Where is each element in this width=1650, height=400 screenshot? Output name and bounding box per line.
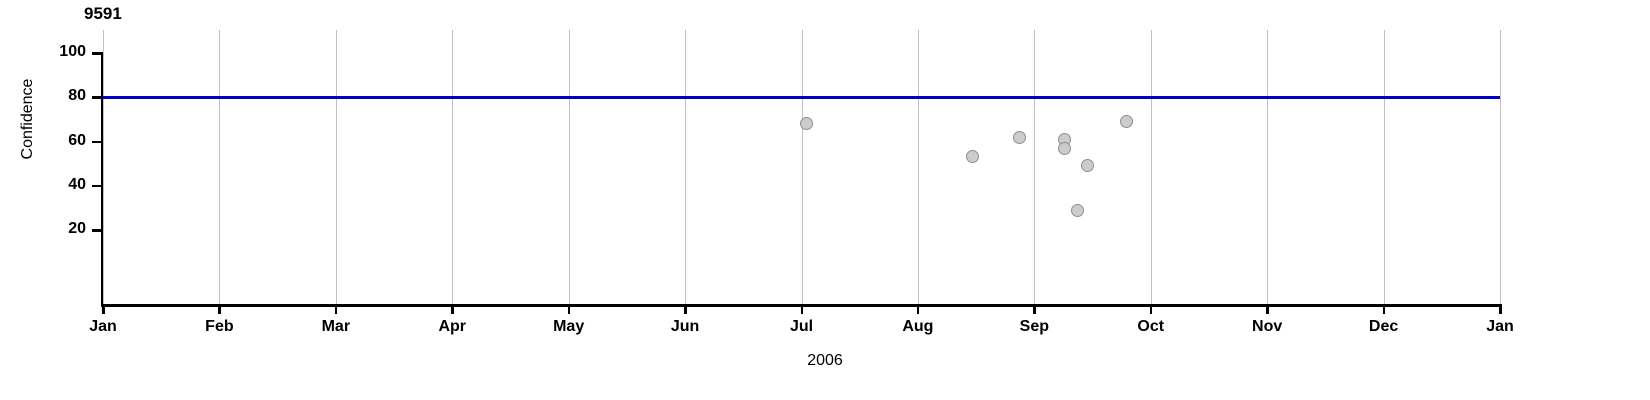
x-tick-label-8: Sep — [1019, 318, 1049, 335]
y-tick-100 — [92, 52, 102, 55]
x-tick-9 — [1149, 304, 1153, 314]
y-tick-label-40: 40 — [68, 175, 86, 193]
x-tick-label-2: Mar — [321, 318, 351, 335]
x-tick-1 — [218, 304, 221, 314]
data-point[interactable] — [1119, 115, 1133, 129]
y-tick-label-60: 60 — [68, 131, 86, 149]
data-point[interactable] — [1012, 130, 1026, 144]
x-tick-3 — [451, 304, 454, 314]
data-point[interactable] — [1058, 141, 1072, 155]
y-tick-80 — [92, 96, 102, 99]
gridline-nov-10 — [1267, 30, 1269, 304]
x-tick-4 — [567, 304, 571, 314]
x-tick-10 — [1266, 304, 1269, 314]
gridline-apr-3 — [452, 30, 454, 304]
x-tick-8 — [1033, 304, 1036, 314]
data-point[interactable] — [1071, 203, 1085, 217]
x-tick-label-11: Dec — [1368, 318, 1399, 335]
y-tick-label-20: 20 — [68, 220, 86, 237]
gridline-mar-2 — [335, 30, 337, 304]
gridline-jan-12 — [1500, 30, 1501, 304]
threshold-line — [103, 96, 1500, 99]
gridline-dec-11 — [1383, 30, 1385, 304]
x-tick-0 — [102, 304, 105, 314]
y-tick-60 — [92, 140, 102, 143]
gridline-jun-5 — [685, 30, 687, 304]
chart-title: 9591 — [84, 4, 122, 23]
gridline-aug-7 — [917, 30, 919, 304]
data-point[interactable] — [1080, 159, 1094, 173]
x-tick-label-1: Feb — [205, 318, 234, 335]
x-tick-11 — [1382, 304, 1386, 314]
x-tick-label-3: Apr — [438, 318, 467, 335]
gridline-jan-0 — [103, 30, 104, 304]
x-tick-label-4: May — [553, 318, 585, 335]
x-tick-label-9: Oct — [1137, 318, 1165, 335]
y-axis-label: Confidence — [19, 78, 36, 160]
data-point[interactable] — [800, 117, 814, 131]
y-tick-label-80: 80 — [68, 87, 86, 105]
x-tick-2 — [334, 304, 338, 314]
gridline-oct-9 — [1150, 30, 1152, 304]
x-tick-label-5: Jun — [670, 318, 700, 335]
x-tick-6 — [800, 304, 803, 314]
x-tick-label-7: Aug — [902, 318, 934, 335]
y-tick-20 — [92, 229, 102, 232]
gridline-sep-8 — [1034, 30, 1036, 304]
x-tick-12 — [1499, 304, 1502, 314]
gridline-jul-6 — [801, 30, 803, 304]
x-tick-7 — [916, 304, 920, 314]
gridline-may-4 — [568, 30, 570, 304]
x-tick-label-6: Jul — [789, 318, 814, 335]
y-axis-line — [101, 52, 104, 305]
x-tick-label-12: Jan — [1486, 318, 1514, 335]
x-tick-label-0: Jan — [89, 318, 117, 335]
y-tick-label-100: 100 — [59, 43, 86, 60]
x-tick-5 — [684, 304, 687, 314]
x-tick-label-10: Nov — [1252, 318, 1283, 335]
x-axis-label: 2006 — [807, 352, 843, 369]
gridline-feb-1 — [219, 30, 221, 304]
data-point[interactable] — [966, 150, 980, 164]
y-tick-40 — [92, 184, 102, 188]
